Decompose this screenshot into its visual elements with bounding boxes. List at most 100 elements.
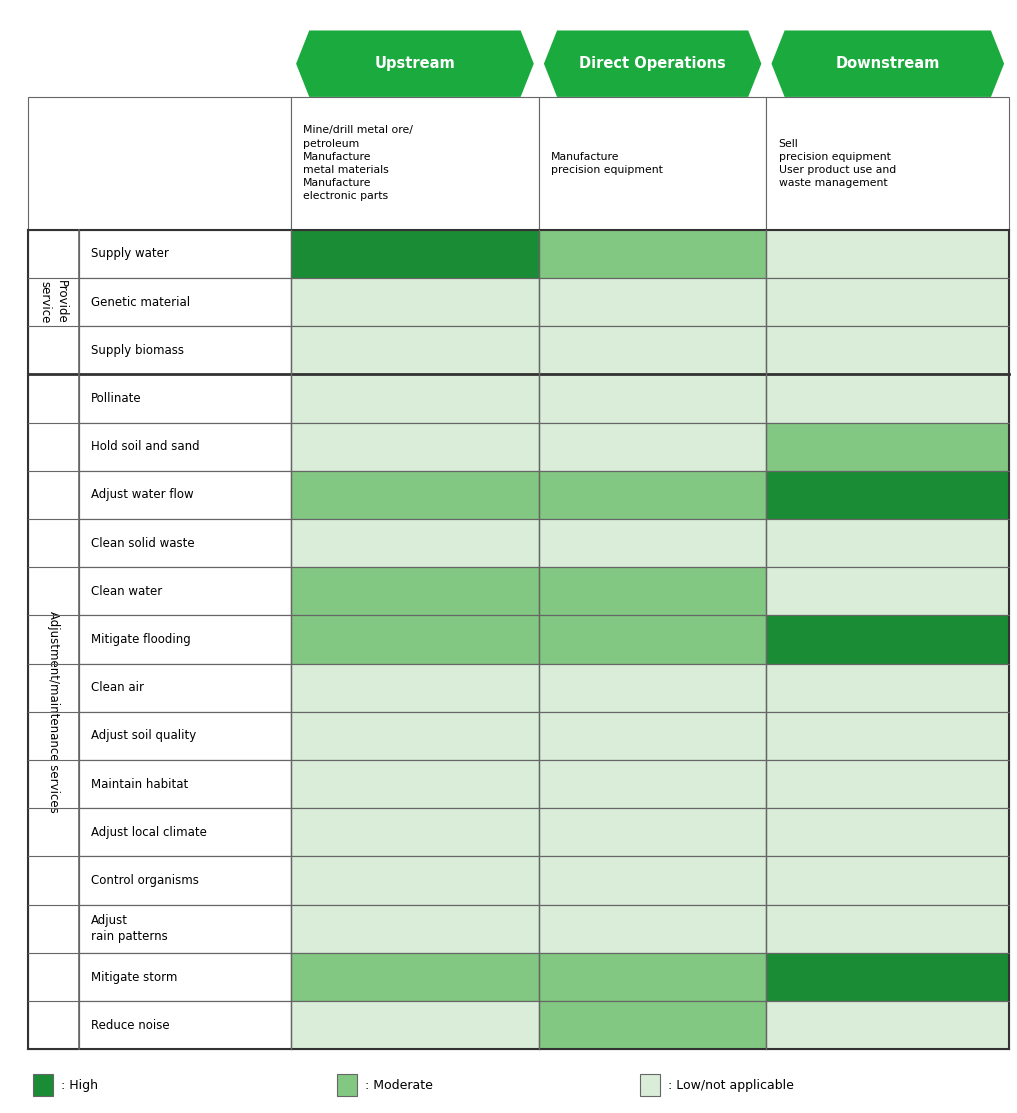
Bar [539,1001,767,1050]
Bar [78,760,291,808]
Bar [291,97,539,229]
Text: Clean water: Clean water [91,584,162,598]
Bar [337,1074,357,1096]
Bar [539,519,767,568]
Bar [78,326,291,374]
Text: Adjust local climate: Adjust local climate [91,826,206,839]
Bar [539,760,767,808]
Bar [291,374,539,423]
Bar [28,97,291,229]
Text: Adjust soil quality: Adjust soil quality [91,729,196,742]
Bar [767,808,1009,857]
Text: Hold soil and sand: Hold soil and sand [91,441,199,453]
Bar [767,423,1009,471]
Text: Manufacture
precision equipment: Manufacture precision equipment [551,151,663,175]
Bar [291,760,539,808]
Bar [28,374,78,1050]
Text: Supply biomass: Supply biomass [91,344,184,357]
Bar [291,905,539,953]
Bar [78,663,291,712]
Bar [78,229,291,278]
Bar [291,712,539,760]
Bar [767,229,1009,278]
Text: Direct Operations: Direct Operations [580,56,726,71]
Bar [767,278,1009,326]
Bar [767,1001,1009,1050]
Bar [78,857,291,905]
Bar [291,615,539,663]
Bar [539,808,767,857]
Bar [767,760,1009,808]
Bar [767,857,1009,905]
Bar [291,471,539,519]
Bar [539,278,767,326]
Bar [78,1001,291,1050]
Text: Pollinate: Pollinate [91,392,141,405]
Bar [767,615,1009,663]
Bar [539,374,767,423]
Bar [78,615,291,663]
Bar [78,374,291,423]
Text: : Low/not applicable: : Low/not applicable [668,1078,794,1092]
Bar [767,471,1009,519]
Bar [291,423,539,471]
Text: Adjust water flow: Adjust water flow [91,489,193,502]
Bar [767,568,1009,615]
Text: Control organisms: Control organisms [91,874,198,887]
Text: Maintain habitat: Maintain habitat [91,778,188,790]
Text: Mitigate storm: Mitigate storm [91,971,177,984]
Bar [767,712,1009,760]
Text: Upstream: Upstream [374,56,456,71]
Bar [539,229,767,278]
Bar [78,423,291,471]
Bar [640,1074,660,1096]
Text: Mitigate flooding: Mitigate flooding [91,633,190,646]
Bar [291,229,539,278]
Bar [767,663,1009,712]
Text: Adjust
rain patterns: Adjust rain patterns [91,914,168,944]
Text: Clean air: Clean air [91,681,143,695]
Text: Clean solid waste: Clean solid waste [91,536,194,550]
Text: Reduce noise: Reduce noise [91,1018,170,1032]
Bar [539,326,767,374]
Bar [291,808,539,857]
Text: Sell
precision equipment
User product use and
waste management: Sell precision equipment User product us… [779,138,896,188]
Bar [78,471,291,519]
Bar [291,519,539,568]
Polygon shape [296,30,534,97]
Text: Mine/drill metal ore/
petroleum
Manufacture
metal materials
Manufacture
electron: Mine/drill metal ore/ petroleum Manufact… [303,126,413,201]
Bar [767,97,1009,229]
Bar [539,857,767,905]
Text: : Moderate: : Moderate [365,1078,433,1092]
Bar [539,471,767,519]
Text: Provide
service: Provide service [39,280,68,324]
Bar [539,615,767,663]
Bar [291,278,539,326]
Bar [291,1001,539,1050]
Bar [291,663,539,712]
Bar [539,905,767,953]
Text: Supply water: Supply water [91,247,169,260]
Bar [78,808,291,857]
Bar [767,326,1009,374]
Bar [291,326,539,374]
Bar [291,857,539,905]
Bar [767,519,1009,568]
Bar [291,568,539,615]
Bar [291,953,539,1001]
Bar [78,953,291,1001]
Bar [539,423,767,471]
Bar [767,905,1009,953]
Polygon shape [544,30,762,97]
Polygon shape [772,30,1004,97]
Bar [78,568,291,615]
Bar [539,953,767,1001]
Text: Adjustment/maintenance services: Adjustment/maintenance services [47,611,60,812]
Bar [78,278,291,326]
Bar [28,229,78,374]
Bar [539,568,767,615]
Bar [767,374,1009,423]
Bar [539,663,767,712]
Bar [34,1074,53,1096]
Bar [767,953,1009,1001]
